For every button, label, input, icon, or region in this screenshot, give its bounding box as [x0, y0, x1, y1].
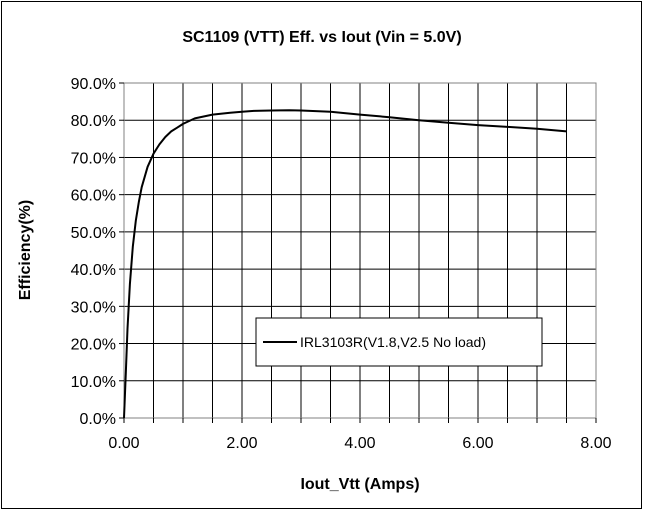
- series-line: [123, 109, 567, 419]
- x-tick-label: 6.00: [462, 435, 493, 452]
- y-axis-title: Efficiency(%): [17, 200, 34, 300]
- y-axis-ticks: 0.0% 10.0% 20.0% 30.0% 40.0% 50.0% 60.0% 70.0% 8…: [71, 76, 124, 428]
- series-layer: [123, 109, 567, 419]
- legend-label: IRL3103R(V1.8,V2.5 No load): [300, 334, 486, 350]
- y-tick-label: 80.0%: [71, 113, 116, 130]
- y-tick-label: 90.0%: [71, 76, 116, 93]
- x-tick-label: 4.00: [344, 435, 375, 452]
- y-tick-label: 70.0%: [71, 150, 116, 167]
- y-tick-label: 40.0%: [71, 262, 116, 279]
- chart-title: SC1109 (VTT) Eff. vs Iout (Vin = 5.0V): [182, 29, 461, 46]
- x-tick-label: 0.00: [108, 435, 139, 452]
- x-tick-label: 8.00: [580, 435, 611, 452]
- x-axis-ticks: 0.00 2.00 4.00 6.00 8.00: [108, 418, 612, 452]
- legend: IRL3103R(V1.8,V2.5 No load): [255, 317, 543, 367]
- y-tick-label: 20.0%: [71, 337, 116, 354]
- y-tick-label: 10.0%: [71, 374, 116, 391]
- legend-box: [255, 317, 543, 367]
- y-tick-label: 60.0%: [71, 188, 116, 205]
- y-tick-label: 0.0%: [80, 411, 116, 428]
- y-tick-label: 50.0%: [71, 225, 116, 242]
- x-tick-label: 2.00: [226, 435, 257, 452]
- x-axis-title: Iout_Vtt (Amps): [300, 476, 419, 493]
- y-tick-label: 30.0%: [71, 299, 116, 316]
